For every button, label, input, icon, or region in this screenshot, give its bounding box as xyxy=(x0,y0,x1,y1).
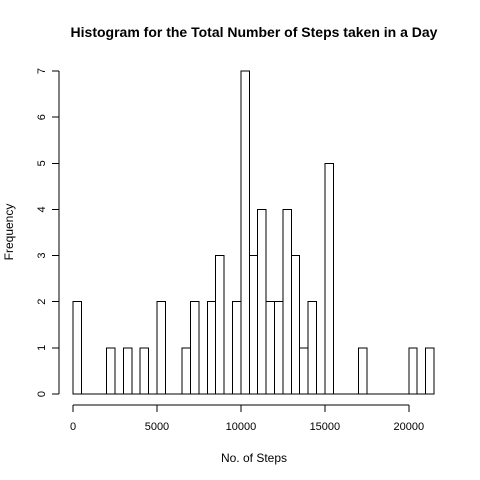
x-tick-label: 20000 xyxy=(394,421,425,433)
y-tick-label: 3 xyxy=(36,253,48,259)
histogram-bar xyxy=(156,301,166,395)
histogram-bar xyxy=(106,347,116,395)
histogram-bar xyxy=(425,347,435,395)
chart-title: Histogram for the Total Number of Steps … xyxy=(71,24,438,40)
histogram-bar xyxy=(408,347,418,395)
histogram-bar xyxy=(324,162,334,395)
y-tick-label: 5 xyxy=(36,160,48,166)
histogram-bar xyxy=(290,255,301,395)
histogram-bar xyxy=(307,301,317,395)
x-tick-label: 10000 xyxy=(226,421,257,433)
histogram-bar xyxy=(265,301,275,395)
x-tick-label: 5000 xyxy=(145,421,169,433)
histogram-bar xyxy=(72,301,82,395)
histogram-bar xyxy=(190,301,200,395)
histogram-bar xyxy=(248,255,259,395)
y-axis: 0 1 2 3 4 5 6 7 xyxy=(36,68,60,397)
y-tick-label: 6 xyxy=(36,114,48,120)
y-tick-label: 4 xyxy=(36,206,48,212)
histogram-bar xyxy=(299,347,309,395)
histogram-bar xyxy=(240,70,250,395)
y-tick-label: 7 xyxy=(36,68,48,74)
histogram-bar xyxy=(232,301,242,395)
histogram-bar xyxy=(215,255,225,395)
bars-group xyxy=(72,70,435,395)
y-tick-label: 0 xyxy=(36,391,48,397)
histogram-bar xyxy=(357,347,368,395)
histogram-bar xyxy=(257,208,267,395)
x-axis-label: No. of Steps xyxy=(221,451,287,465)
histogram-bar xyxy=(139,347,150,395)
histogram-bar xyxy=(273,301,284,395)
histogram-bar xyxy=(181,347,192,395)
y-axis-label: Frequency xyxy=(2,204,16,261)
x-tick-label: 15000 xyxy=(310,421,341,433)
x-tick-label: 0 xyxy=(70,421,76,433)
histogram-bar xyxy=(282,208,292,395)
y-tick-label: 2 xyxy=(36,299,48,305)
y-tick-label: 1 xyxy=(36,345,48,351)
x-axis: 0 5000 10000 15000 20000 xyxy=(70,404,425,433)
histogram-bar xyxy=(122,347,133,395)
histogram-bar xyxy=(206,301,217,395)
